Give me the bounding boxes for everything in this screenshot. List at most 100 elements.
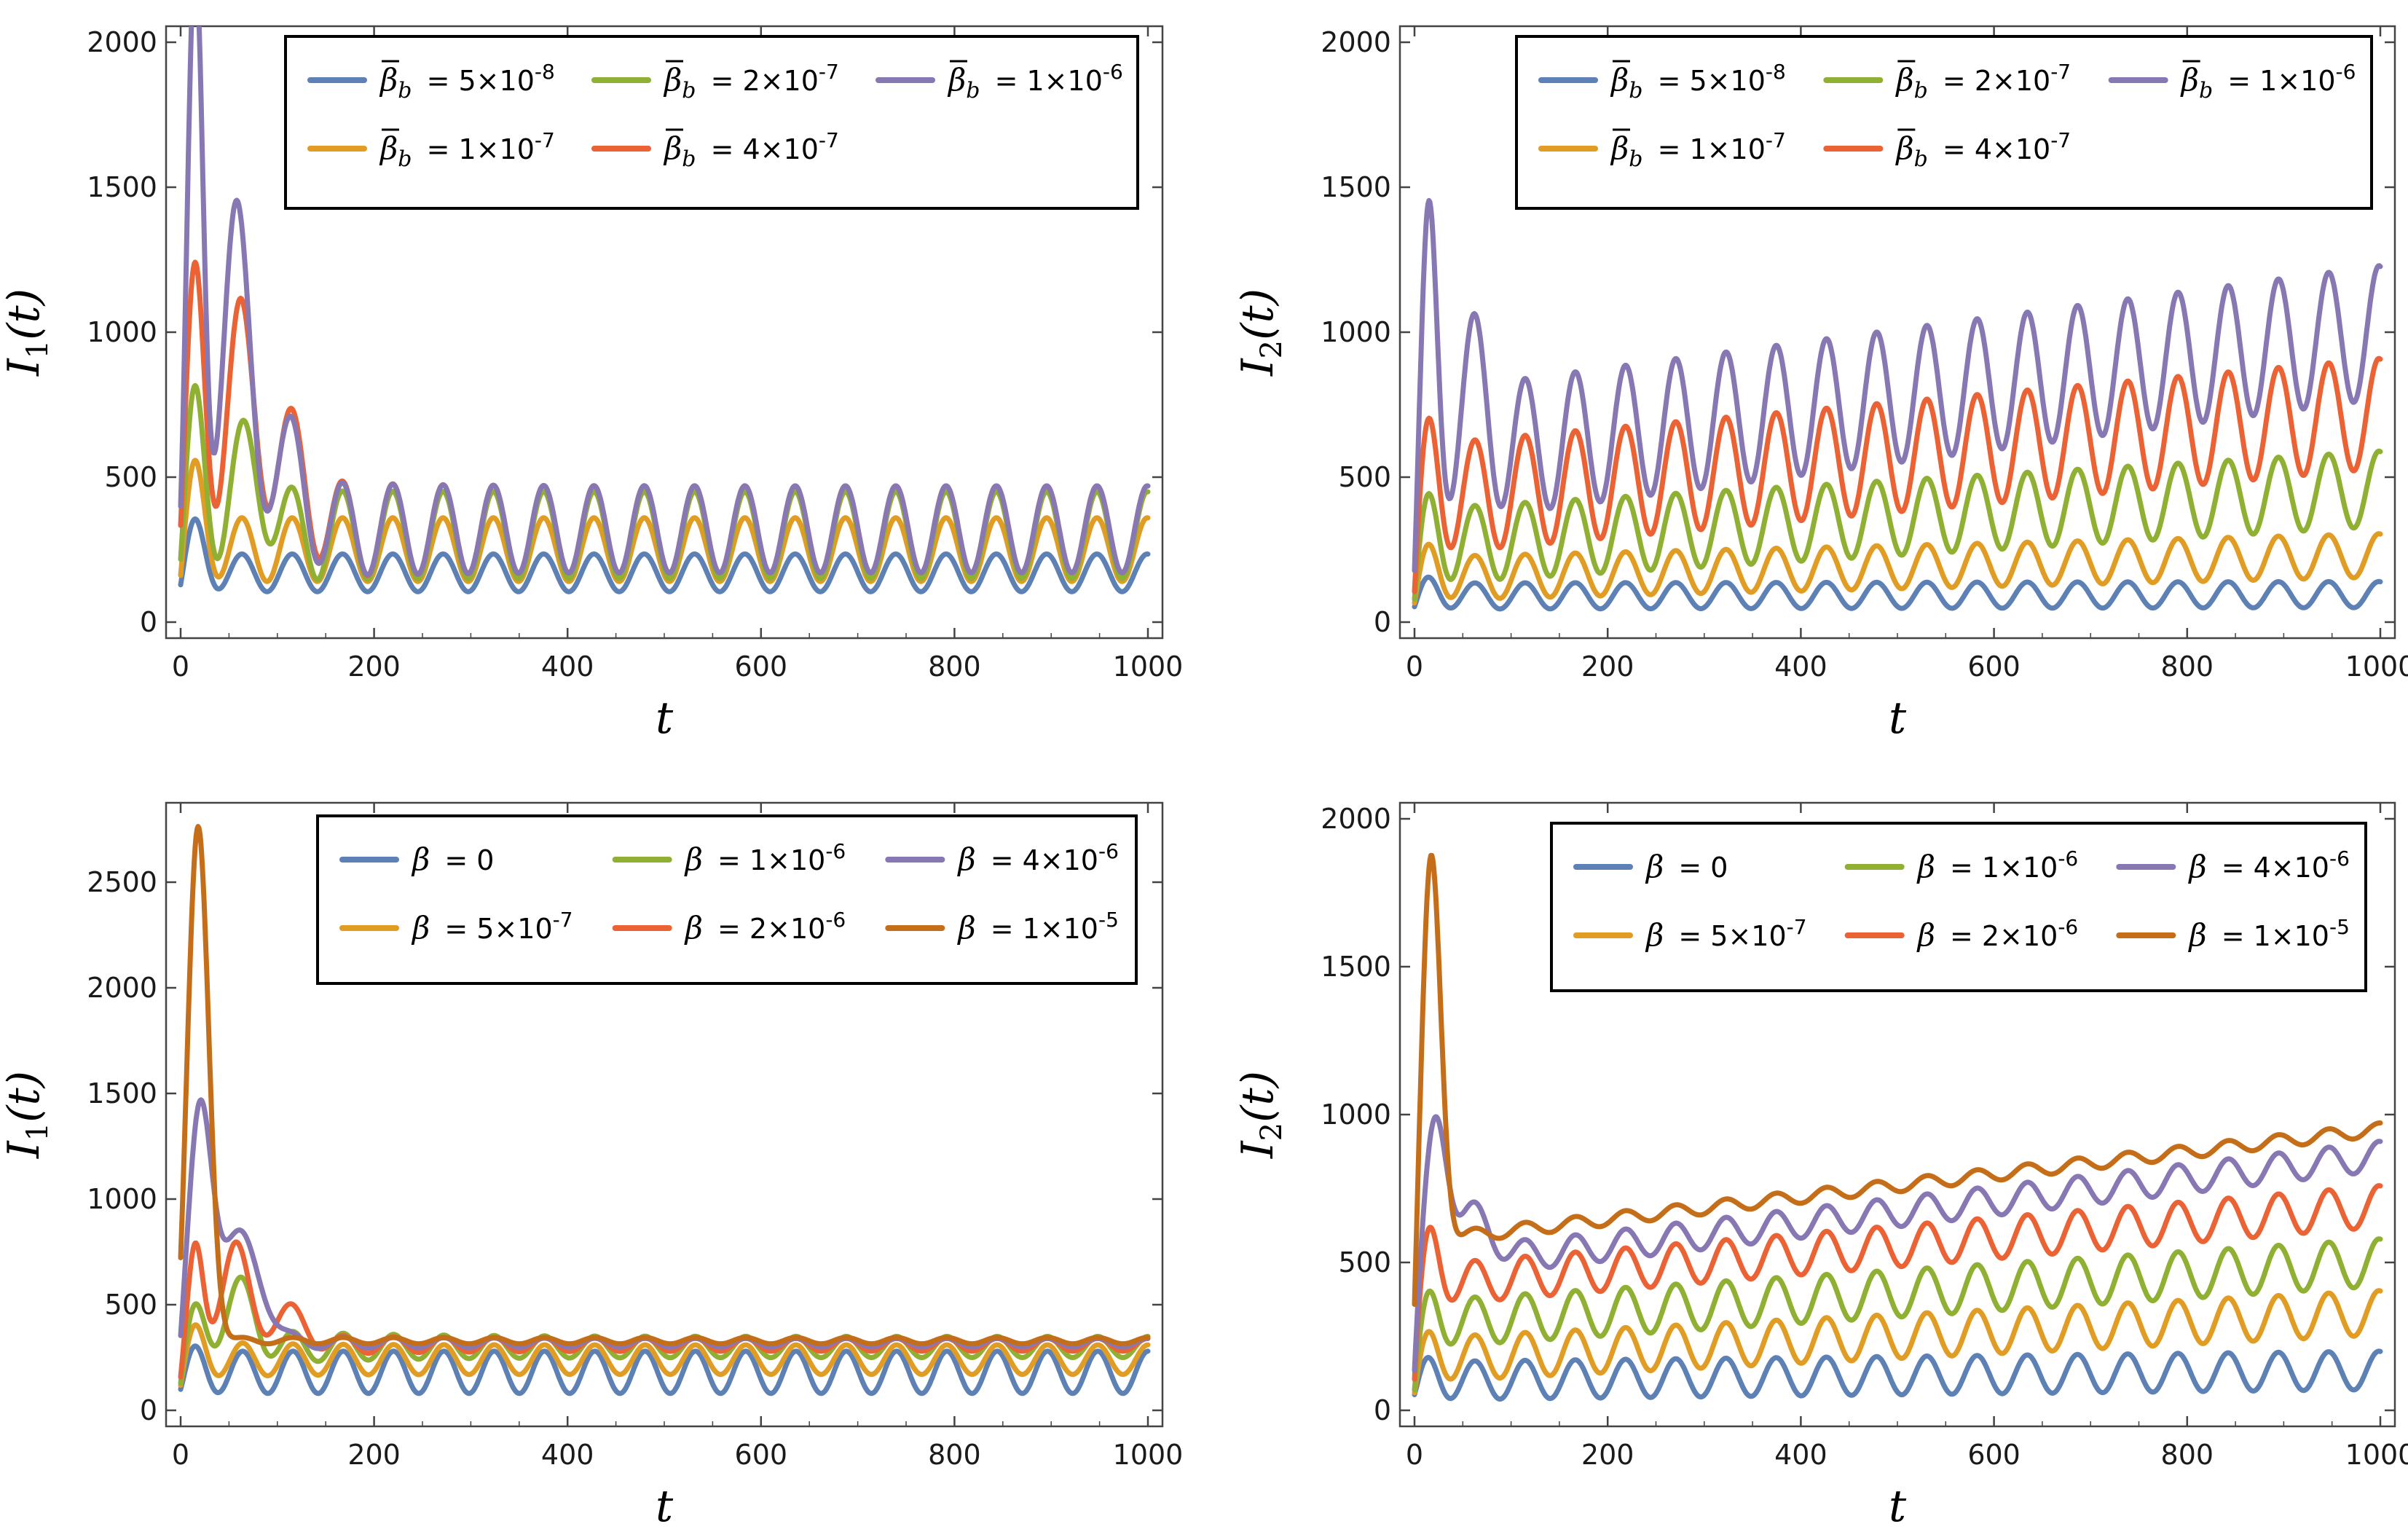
legend-item-2: β = 1×10-6 — [1844, 846, 2079, 884]
y-axis-label: I2(t) — [1232, 1071, 1288, 1159]
legend-item-0: βb = 5×10-8 — [307, 60, 555, 103]
y-tick-label: 0 — [1374, 1394, 1391, 1426]
legend-label: βb = 2×10-7 — [1894, 60, 2071, 103]
legend-item-4: βb = 1×10-6 — [876, 60, 1123, 103]
legend-label: β = 2×10-6 — [684, 908, 846, 946]
series-line-0 — [178, 516, 1151, 594]
legend-value: = 5×10 — [1649, 65, 1766, 97]
x-tick-label: 200 — [347, 651, 401, 683]
legend-symbol: β — [663, 130, 682, 166]
legend-box — [284, 35, 1139, 210]
legend-symbol: β — [379, 130, 398, 166]
legend-item-3: βb = 4×10-7 — [591, 128, 839, 172]
y-tick-label: 1000 — [1321, 1099, 1391, 1131]
legend-subscript: b — [682, 78, 696, 103]
legend-exponent: -5 — [1098, 908, 1119, 932]
legend-symbol: β — [411, 841, 430, 877]
y-axis-label-subscript: 2 — [1255, 340, 1288, 358]
legend-item-2: βb = 2×10-7 — [1823, 60, 2071, 103]
legend-exponent: -6 — [2336, 60, 2356, 84]
series-line-4 — [1412, 1114, 2383, 1373]
legend-symbol: β — [947, 62, 966, 98]
legend-symbol: β — [1645, 849, 1664, 884]
x-axis-label: t — [1889, 693, 1907, 744]
series-line-1 — [1412, 1288, 2383, 1396]
legend-box — [1550, 822, 2367, 992]
legend-label: β = 5×10-7 — [1645, 915, 1807, 953]
y-tick-label: 500 — [104, 461, 157, 493]
legend-item-2: β = 1×10-6 — [612, 839, 846, 877]
legend-item-1: βb = 1×10-7 — [1538, 128, 1786, 172]
legend-label: βb = 5×10-8 — [1610, 60, 1786, 103]
y-tick-label: 1000 — [87, 316, 157, 348]
y-axis-label-tail: (t) — [1232, 1071, 1283, 1123]
legend-symbol: β — [2187, 917, 2206, 953]
legend-label: β = 0 — [1645, 849, 1728, 884]
legend-item-3: βb = 4×10-7 — [1823, 128, 2071, 172]
legend-value: = 2×10 — [702, 65, 819, 97]
legend-symbol: β — [379, 62, 398, 98]
legend-symbol: β — [1916, 849, 1935, 884]
legend-item-4: β = 4×10-6 — [885, 839, 1119, 877]
legend: βb = 5×10-8βb = 1×10-7βb = 2×10-7βb = 4×… — [1515, 35, 2373, 210]
x-tick-label: 0 — [1406, 1439, 1423, 1471]
legend-exponent: -7 — [1787, 915, 1807, 939]
legend-value: = 1×10 — [418, 133, 535, 165]
legend-label: β = 1×10-6 — [1916, 846, 2079, 884]
legend-exponent: -7 — [2050, 128, 2071, 152]
series-line-5 — [1412, 852, 2383, 1307]
y-tick-label: 2000 — [1321, 803, 1391, 835]
legend-value: = 1×10 — [1649, 133, 1766, 165]
chart-panel-top-left: 0 200 400 600 800 1000 0 500 1000 1500 2000 t I1(t) β… — [0, 25, 1184, 744]
legend-value: = 2×10 — [1941, 920, 2058, 952]
legend-subscript: b — [1629, 146, 1642, 172]
legend-symbol: β — [411, 910, 430, 946]
series-line-2 — [1412, 448, 2383, 602]
legend-value: = 1×10 — [986, 65, 1103, 97]
legend-label: βb = 2×10-7 — [663, 60, 839, 103]
legend-box — [316, 814, 1138, 985]
series-group — [1412, 197, 2383, 612]
series-group — [1412, 852, 2383, 1402]
y-axis-label-base: I — [0, 1140, 50, 1159]
legend-subscript: b — [398, 146, 412, 172]
legend-label: β = 4×10-6 — [2187, 846, 2350, 884]
chart-panel-bottom-left: 0 200 400 600 800 1000 0 500 1000 1500 2000 2500 t I1… — [0, 801, 1183, 1532]
y-tick-label: 1500 — [1321, 951, 1391, 983]
legend-item-0: β = 0 — [339, 841, 494, 877]
series-line-5 — [178, 824, 1151, 1347]
y-tick-label: 2500 — [87, 866, 157, 898]
x-axis-label: t — [1889, 1481, 1907, 1532]
legend-exponent: -8 — [1766, 60, 1786, 84]
legend-value: = 1×10 — [2213, 920, 2329, 952]
y-axis-label-base: I — [0, 358, 50, 377]
chart-panel-bottom-right: 0 200 400 600 800 1000 0 500 1000 1500 2000 t I2(t) β… — [1232, 801, 2408, 1532]
legend-symbol: β — [1916, 917, 1935, 953]
x-tick-label: 200 — [1581, 651, 1634, 683]
x-tick-label: 0 — [1406, 651, 1423, 683]
legend-value: = 4×10 — [1934, 133, 2050, 165]
y-tick-label: 0 — [1374, 606, 1391, 638]
series-line-4 — [178, 1097, 1151, 1351]
legend-subscript: b — [966, 78, 980, 103]
series-line-0 — [1412, 1348, 2383, 1402]
legend-label: β = 2×10-6 — [1916, 915, 2079, 953]
legend-subscript: b — [398, 78, 412, 103]
x-tick-label: 0 — [172, 1439, 189, 1471]
legend-exponent: -6 — [2058, 915, 2078, 939]
series-line-0 — [1412, 574, 2383, 612]
x-tick-label: 400 — [1774, 1439, 1827, 1471]
legend-exponent: -6 — [1103, 60, 1123, 84]
legend-label: βb = 4×10-7 — [1894, 128, 2071, 172]
series-group — [178, 26, 1151, 594]
legend-box — [1515, 35, 2373, 210]
legend-exponent: -6 — [2058, 846, 2078, 871]
legend-label: βb = 1×10-7 — [379, 128, 555, 172]
legend-item-0: βb = 5×10-8 — [1538, 60, 1786, 103]
legend-symbol: β — [1610, 62, 1629, 98]
x-tick-label: 1000 — [2345, 651, 2408, 683]
legend-exponent: -7 — [819, 60, 839, 84]
series-line-2 — [1412, 1236, 2383, 1393]
x-tick-label: 1000 — [1113, 651, 1184, 683]
